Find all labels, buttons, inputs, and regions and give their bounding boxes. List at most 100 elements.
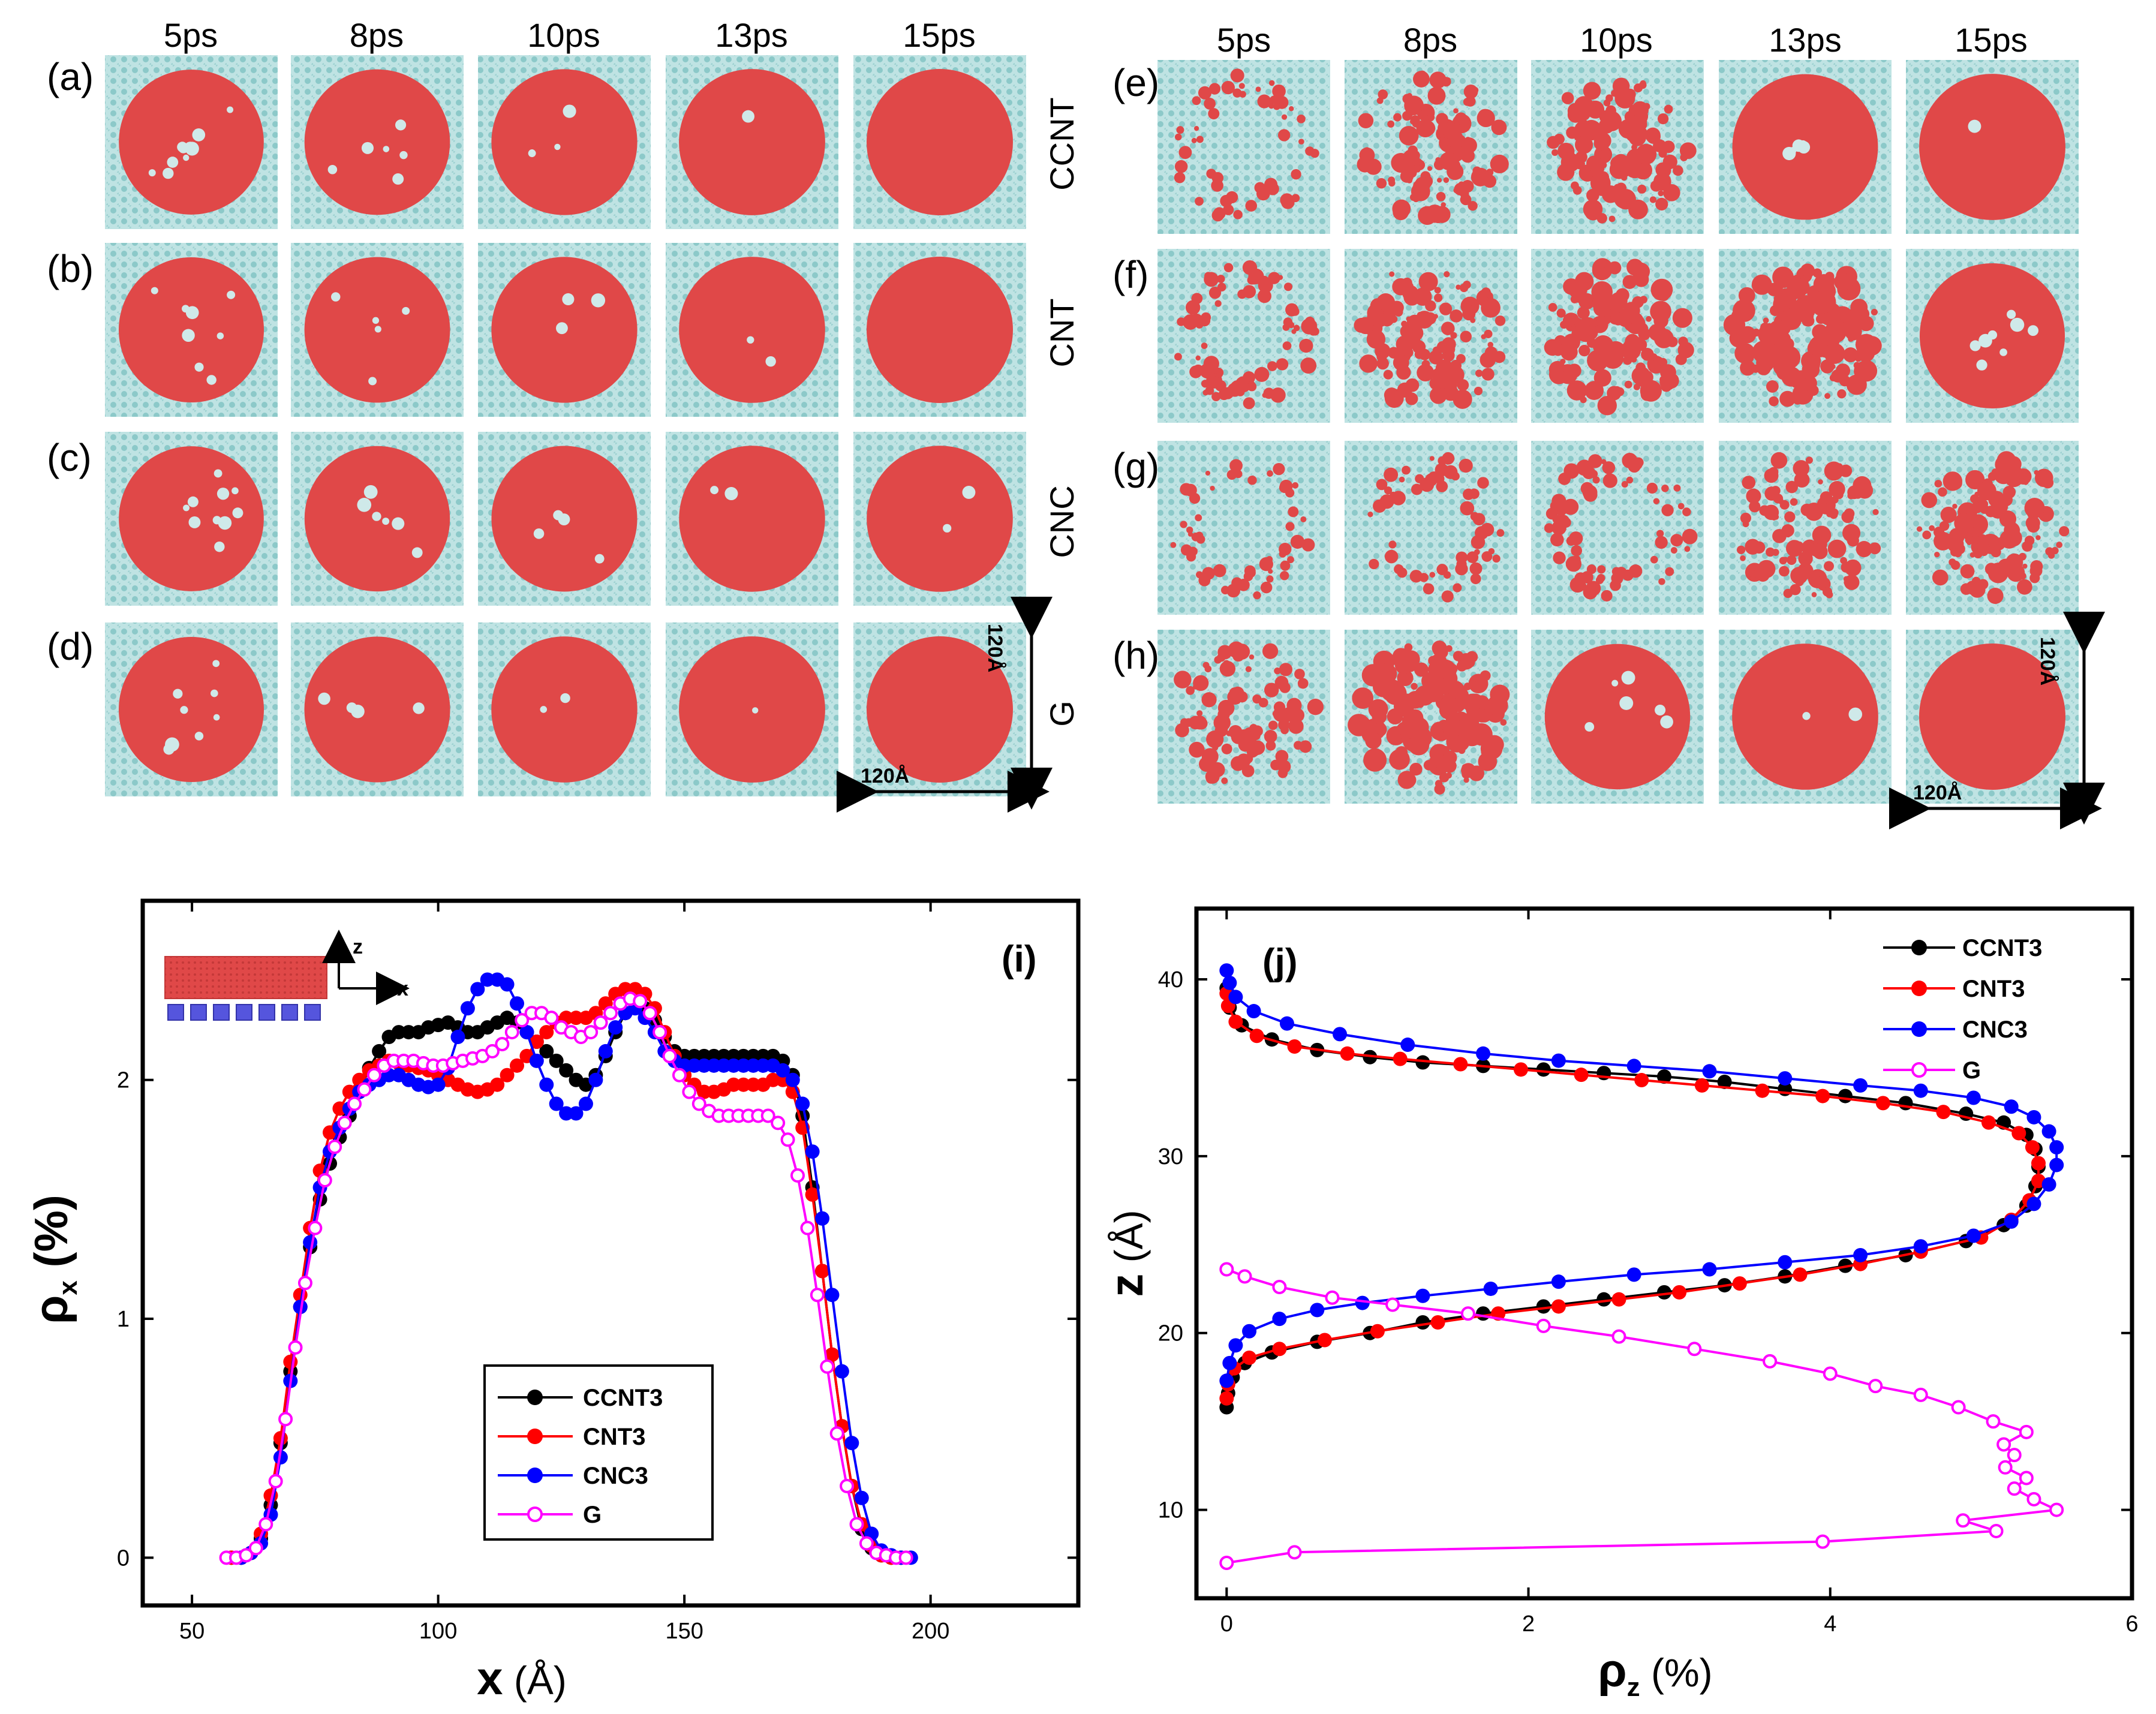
- droplet-cluster: [1470, 573, 1481, 585]
- droplet-cluster: [1204, 98, 1216, 110]
- droplet-cluster: [1805, 456, 1813, 464]
- droplet-cluster: [1637, 370, 1651, 384]
- hole: [372, 512, 381, 521]
- droplet-cluster: [1595, 576, 1604, 584]
- chart-j-point-CNC3: [2026, 1109, 2041, 1124]
- droplet-cluster: [1443, 177, 1450, 184]
- droplet-cluster: [1423, 760, 1435, 771]
- chart-j-point-CNT3: [1393, 1051, 1408, 1066]
- droplet-cluster: [1445, 122, 1454, 130]
- hole: [382, 518, 390, 525]
- droplet-cluster: [1267, 470, 1273, 477]
- chart-i-point-G: [662, 1048, 677, 1063]
- droplet-cluster: [1195, 355, 1201, 361]
- hole: [188, 516, 201, 528]
- droplet-cluster: [1655, 536, 1668, 549]
- time-label: 5ps: [164, 16, 218, 54]
- chart-i-point-CNT3: [569, 1011, 584, 1026]
- droplet-cluster: [1767, 282, 1781, 296]
- droplet-cluster: [1268, 80, 1275, 86]
- droplet-cluster: [1634, 83, 1643, 93]
- hole: [372, 317, 380, 324]
- droplet-cluster: [1586, 564, 1596, 575]
- droplet-cluster: [1210, 485, 1215, 491]
- chart-i-point-CNT3: [490, 1077, 505, 1092]
- chart-j-point-CNC3: [1310, 1303, 1325, 1318]
- droplet-cluster: [1272, 711, 1279, 717]
- chart-j-point-CNT3: [1340, 1046, 1355, 1061]
- time-label: 10ps: [1580, 21, 1652, 59]
- droplet-cluster: [1437, 178, 1442, 183]
- hole: [2010, 317, 2025, 332]
- chart-j-point-CNC3: [2004, 1099, 2019, 1114]
- droplet-cluster: [1626, 164, 1636, 175]
- chart-i-point-CNC3: [706, 1058, 721, 1073]
- droplet-cluster: [1580, 126, 1594, 140]
- droplet-cluster: [1294, 669, 1305, 679]
- droplet-cluster: [1418, 348, 1430, 360]
- droplet-cluster: [1414, 287, 1432, 306]
- row-name-ccnt: CCNT: [1043, 97, 1081, 191]
- droplet-cluster: [1785, 480, 1799, 494]
- snapshot-grid: [105, 55, 2079, 804]
- chart-i-point-G: [642, 1006, 657, 1021]
- droplet-cluster: [2024, 498, 2045, 519]
- droplet-cluster: [1438, 456, 1447, 465]
- droplet-cluster: [1178, 147, 1189, 157]
- chart-j-point-CNT3: [1815, 1088, 1830, 1103]
- droplet-cluster: [1453, 651, 1464, 661]
- droplet-cluster: [1278, 129, 1291, 142]
- chart-i-point-G: [258, 1517, 273, 1532]
- chart-j-point-G: [2007, 1448, 2022, 1463]
- droplet-cluster: [1970, 527, 1981, 537]
- droplet: [679, 446, 825, 592]
- droplet-cluster: [1824, 343, 1845, 364]
- droplet-cluster: [1441, 731, 1450, 739]
- droplet-cluster: [1801, 375, 1817, 392]
- droplet-cluster: [1259, 557, 1273, 572]
- droplet-cluster: [1772, 549, 1779, 556]
- droplet-cluster: [1195, 514, 1202, 522]
- droplet-cluster: [1214, 724, 1228, 737]
- droplet-cluster: [1404, 643, 1413, 652]
- chart-j-point-CNC3: [1702, 1262, 1717, 1277]
- droplet-cluster: [1637, 323, 1649, 333]
- droplet-cluster: [1425, 300, 1436, 312]
- chart-j-point-CNT3: [1513, 1062, 1528, 1077]
- droplet-cluster: [1184, 483, 1197, 497]
- droplet-cluster: [1174, 133, 1182, 141]
- chart-j-point-G: [1325, 1290, 1340, 1305]
- droplet-cluster: [1759, 505, 1770, 516]
- droplet-cluster: [1830, 363, 1836, 369]
- chart-i-point-CNC3: [775, 1063, 790, 1078]
- chart-i-point-CNT3: [342, 1084, 357, 1099]
- chart-i-point-CNC3: [559, 1106, 574, 1121]
- chart-j-legend: CCNT3 CNT3 CNC3 G: [1883, 935, 2042, 1084]
- droplet-cluster: [1205, 774, 1216, 784]
- droplet-cluster: [1743, 351, 1754, 363]
- droplet-cluster: [1664, 506, 1673, 514]
- droplet-cluster: [1397, 205, 1406, 214]
- droplet-cluster: [1201, 692, 1217, 708]
- hole: [1797, 141, 1811, 154]
- droplet-cluster: [1196, 710, 1203, 717]
- droplet-cluster: [1807, 542, 1814, 549]
- inset-pillar: [304, 1004, 321, 1021]
- chart-i-point-CNC3: [608, 1020, 623, 1035]
- hole: [194, 732, 204, 741]
- droplet-cluster: [1560, 343, 1578, 361]
- droplet-cluster: [1213, 564, 1226, 578]
- droplet-cluster: [1291, 307, 1300, 316]
- droplet-cluster: [1999, 510, 2017, 528]
- droplet-cluster: [1429, 456, 1435, 461]
- chart-i-point-CNT3: [539, 1025, 554, 1040]
- hole: [392, 517, 405, 530]
- droplet-cluster: [1418, 206, 1437, 225]
- droplet-cluster: [1252, 694, 1262, 704]
- panel-label-c: (c): [47, 436, 92, 479]
- droplet-cluster: [1659, 374, 1676, 390]
- chart-j-point-CNT3: [2011, 1126, 2026, 1141]
- chart-i-point-G: [317, 1173, 332, 1188]
- inset-pillar: [213, 1004, 230, 1021]
- hole: [182, 329, 195, 342]
